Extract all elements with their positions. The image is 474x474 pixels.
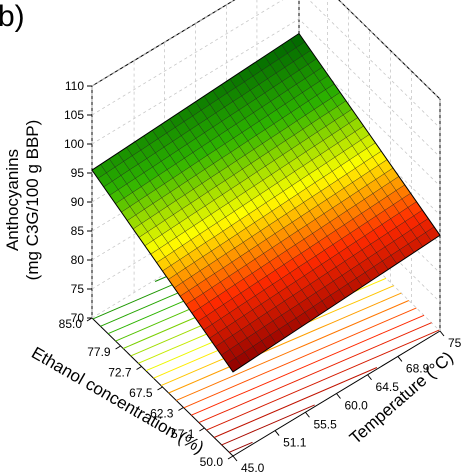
y-tick-label: 57.1: [171, 427, 195, 441]
box-edge: [338, 0, 441, 100]
y-tick-mark: [227, 455, 234, 460]
z-grid-line: [91, 0, 441, 129]
surface-outline: [91, 32, 441, 373]
x-tick-label: 55.5: [313, 417, 337, 431]
y-tick-mark: [115, 345, 121, 350]
x-tick-label: 64.5: [376, 380, 400, 394]
y-tick-label: 85.0: [59, 317, 83, 331]
y-tick-label: 72.7: [108, 365, 132, 379]
contour-line: [229, 441, 253, 453]
z-tick-label: 90: [71, 195, 85, 209]
contour-line: [213, 367, 378, 438]
contour-line: [176, 300, 409, 401]
y-tick-mark: [157, 386, 163, 391]
y-tick-label: 62.3: [150, 407, 174, 421]
z-axis-title-line2: (mg C3G/100 g BBP): [23, 120, 42, 281]
y-tick-label: 77.9: [87, 345, 111, 359]
x-tick-label: 60.0: [345, 399, 369, 413]
response-surface: [91, 32, 441, 373]
contour-line: [168, 292, 402, 394]
x-tick-mark: [367, 374, 372, 381]
x-tick-label: 45.0: [241, 461, 265, 474]
y-tick-label: 50.0: [200, 455, 224, 469]
z-tick-label: 75: [71, 282, 85, 296]
x-tick-mark: [274, 430, 280, 436]
x-tick-mark: [305, 411, 310, 418]
x-tick-label: 51.1: [283, 436, 307, 450]
contour-line: [183, 307, 417, 409]
x-tick-label: 68.9: [406, 361, 430, 375]
x-tick-mark: [336, 393, 341, 399]
y-tick-mark: [199, 427, 205, 432]
z-tick-label: 105: [64, 108, 84, 122]
y-tick-mark: [178, 407, 184, 411]
z-tick-label: 85: [71, 224, 85, 238]
contour-line: [191, 314, 425, 416]
y-tick-mark: [86, 317, 93, 322]
x-tick-mark: [232, 455, 238, 462]
contour-line: [198, 322, 432, 424]
z-tick-label: 95: [71, 166, 85, 180]
z-grid-line: [91, 0, 441, 100]
y-axis-title: Ethanol concentration (%): [28, 343, 207, 457]
x-tick-mark: [397, 356, 403, 362]
x-tick-mark: [439, 330, 445, 337]
contour-line: [206, 329, 440, 431]
z-tick-label: 70: [71, 311, 85, 325]
z-tick-label: 110: [65, 79, 84, 93]
panel-label: b): [0, 0, 25, 33]
z-tick-label: 100: [64, 137, 84, 151]
z-tick-label: 80: [71, 253, 85, 267]
y-tick-mark: [136, 366, 142, 370]
z-axis-title-line1: Anthocyanins: [3, 149, 22, 251]
y-tick-label: 67.5: [129, 386, 153, 400]
contour-line: [221, 404, 315, 446]
x-tick-label: 75: [448, 336, 462, 350]
tick-labels: 70 75 80 85 90 95 100 105 110 50.0 57.1 62.3 67.5 72.…: [59, 79, 462, 474]
